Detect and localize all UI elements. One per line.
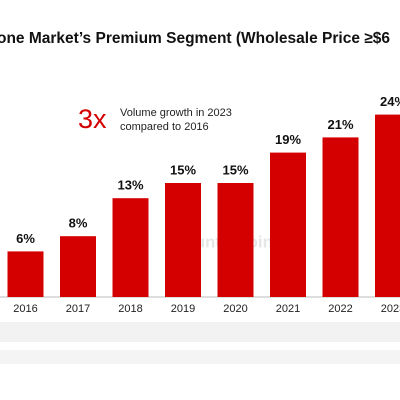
value-label: 15% xyxy=(222,162,248,177)
annotation-text: compared to 2016 xyxy=(120,121,209,133)
annotation-highlight: 3x xyxy=(78,104,107,134)
bar xyxy=(270,152,306,297)
value-label: 19% xyxy=(275,132,301,147)
x-tick-label: 2023 xyxy=(381,303,400,315)
bar xyxy=(217,183,254,297)
chart-title: one Market’s Premium Segment (Wholesale … xyxy=(0,30,390,47)
value-label: 15% xyxy=(170,162,196,177)
panel-shadow xyxy=(0,350,400,364)
x-tick-label: 2020 xyxy=(223,303,247,315)
x-tick-label: 2022 xyxy=(328,303,352,315)
value-label: 24% xyxy=(380,94,400,109)
bar xyxy=(112,198,149,297)
value-label: 6% xyxy=(16,231,35,246)
annotation-text: Volume growth in 2023 xyxy=(120,107,232,119)
bar xyxy=(7,251,44,297)
x-tick-label: 2017 xyxy=(66,303,90,315)
bar xyxy=(60,236,96,297)
bar xyxy=(165,183,201,297)
value-label: 8% xyxy=(69,216,88,231)
value-label: 13% xyxy=(117,178,143,193)
x-tick-label: 2019 xyxy=(171,303,195,315)
bar xyxy=(322,137,359,297)
bar xyxy=(375,114,400,297)
value-label: 21% xyxy=(327,117,353,132)
x-tick-label: 2021 xyxy=(276,303,300,315)
x-tick-label: 2018 xyxy=(118,303,142,315)
panel-shadow xyxy=(0,322,400,342)
x-tick-label: 2016 xyxy=(13,303,37,315)
